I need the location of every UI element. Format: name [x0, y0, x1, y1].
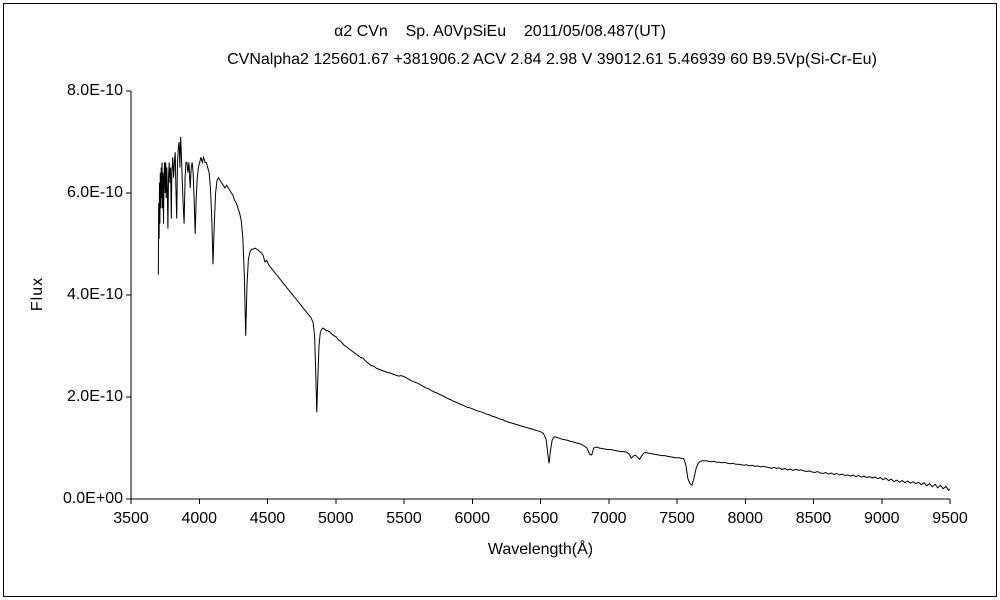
y-tick-label: 0.0E+00	[62, 490, 123, 507]
x-tick-label: 5500	[386, 510, 422, 527]
spectrum-line	[157, 136, 951, 492]
x-tick-label: 8500	[795, 510, 832, 527]
x-tick-label: 3500	[113, 510, 149, 527]
x-tick-label: 9500	[932, 510, 968, 527]
x-tick-label: 6500	[522, 510, 559, 527]
y-tick-label: 6.0E-10	[66, 184, 123, 201]
y-tick-label: 4.0E-10	[66, 286, 123, 303]
y-tick-label: 8.0E-10	[66, 82, 123, 99]
x-tick-label: 4500	[249, 510, 286, 527]
x-tick-label: 7000	[590, 510, 627, 527]
x-tick-label: 8000	[727, 510, 764, 527]
chart-subtitle: CVNalpha2 125601.67 +381906.2 ACV 2.84 2…	[227, 51, 877, 68]
x-tick-label: 6000	[454, 510, 491, 527]
y-tick-label: 2.0E-10	[66, 388, 123, 405]
y-axis-label: Flux	[29, 276, 46, 312]
x-axis-label: Wavelength(Å)	[487, 541, 594, 558]
chart-title: α2 CVn Sp. A0VpSiEu 2011/05/08.487(UT)	[334, 23, 666, 40]
x-tick-label: 7500	[659, 510, 695, 527]
x-tick-label: 4000	[181, 510, 218, 527]
x-tick-label: 9000	[863, 510, 900, 527]
chart-border	[3, 3, 997, 597]
x-tick-label: 5000	[317, 510, 354, 527]
